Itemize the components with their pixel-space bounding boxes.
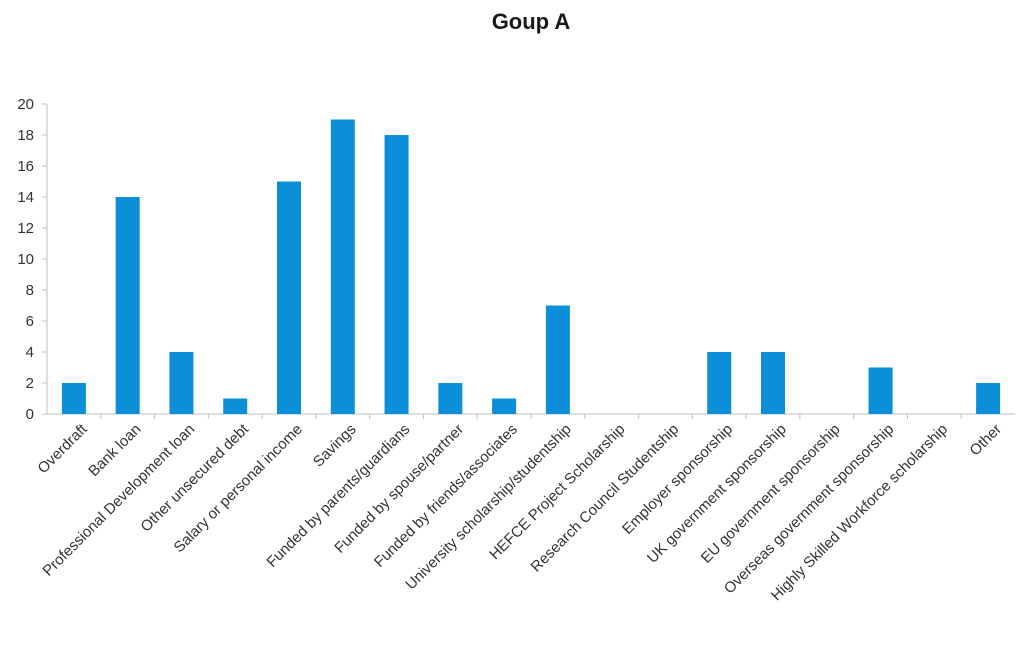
y-tick-label: 10 <box>17 251 34 268</box>
bar <box>384 135 409 414</box>
x-category-label: Savings <box>310 421 360 471</box>
bar <box>545 305 570 414</box>
bar <box>976 383 1001 414</box>
y-tick-label: 20 <box>17 96 34 113</box>
bar <box>330 119 355 414</box>
bar <box>438 383 463 414</box>
bar <box>115 197 140 414</box>
bar <box>492 398 517 414</box>
y-tick-label: 8 <box>26 282 34 299</box>
x-category-label: Other unsecured debt <box>137 420 252 535</box>
y-tick-label: 14 <box>17 189 34 206</box>
y-tick-label: 16 <box>17 158 34 175</box>
bar <box>761 352 785 414</box>
bar <box>61 383 86 414</box>
bar <box>707 352 732 414</box>
y-axis: 0 2 4 6 8 10 12 14 16 18 20 <box>17 96 48 423</box>
y-tick-label: 2 <box>26 375 34 392</box>
chart-title: Goup A <box>492 9 571 34</box>
bar <box>868 367 893 414</box>
y-tick-label: 4 <box>26 344 34 361</box>
y-tick-label: 6 <box>26 313 34 330</box>
bar-series <box>61 119 1001 414</box>
y-tick-label: 18 <box>17 127 34 144</box>
bar <box>169 352 194 414</box>
y-tick-label: 0 <box>26 406 34 423</box>
x-category-label: Overdraft <box>34 420 91 477</box>
bar <box>223 398 248 414</box>
bar <box>277 181 301 414</box>
x-category-label: Other <box>966 421 1005 460</box>
y-tick-label: 12 <box>17 220 34 237</box>
